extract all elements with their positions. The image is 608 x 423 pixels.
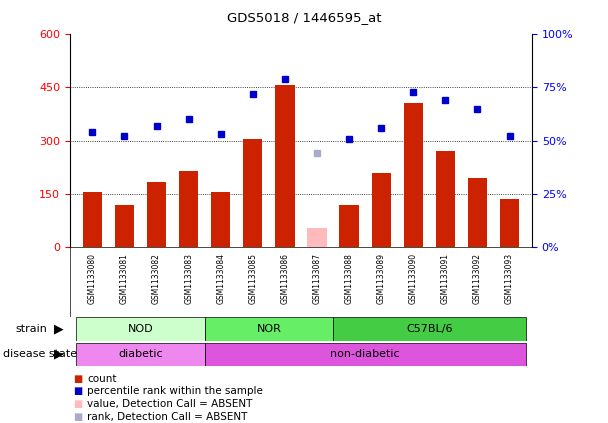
Text: non-diabetic: non-diabetic xyxy=(330,349,400,359)
Bar xyxy=(205,317,333,341)
Text: GSM1133083: GSM1133083 xyxy=(184,253,193,304)
Bar xyxy=(83,192,102,247)
Text: C57BL/6: C57BL/6 xyxy=(406,324,452,334)
Text: strain: strain xyxy=(15,324,47,334)
Text: ▶: ▶ xyxy=(54,322,64,335)
Text: GSM1133088: GSM1133088 xyxy=(345,253,354,304)
Text: GDS5018 / 1446595_at: GDS5018 / 1446595_at xyxy=(227,11,381,24)
Bar xyxy=(147,181,166,247)
Text: GSM1133085: GSM1133085 xyxy=(248,253,257,304)
Text: ■: ■ xyxy=(73,399,82,409)
Text: value, Detection Call = ABSENT: value, Detection Call = ABSENT xyxy=(87,399,252,409)
Text: diabetic: diabetic xyxy=(118,349,163,359)
Bar xyxy=(179,171,198,247)
Bar xyxy=(211,192,230,247)
Bar xyxy=(404,103,423,247)
Text: GSM1133092: GSM1133092 xyxy=(473,253,482,304)
Text: GSM1133080: GSM1133080 xyxy=(88,253,97,304)
Bar xyxy=(275,85,294,247)
Text: GSM1133089: GSM1133089 xyxy=(377,253,385,304)
Bar xyxy=(115,205,134,247)
Bar xyxy=(205,343,525,366)
Bar xyxy=(500,199,519,247)
Bar xyxy=(77,343,205,366)
Text: ■: ■ xyxy=(73,386,82,396)
Bar xyxy=(77,317,205,341)
Text: GSM1133082: GSM1133082 xyxy=(152,253,161,304)
Text: ▶: ▶ xyxy=(54,348,64,361)
Text: GSM1133081: GSM1133081 xyxy=(120,253,129,304)
Text: GSM1133091: GSM1133091 xyxy=(441,253,450,304)
Bar xyxy=(371,173,391,247)
Text: ■: ■ xyxy=(73,412,82,422)
Bar xyxy=(243,139,263,247)
Text: GSM1133087: GSM1133087 xyxy=(313,253,322,304)
Text: rank, Detection Call = ABSENT: rank, Detection Call = ABSENT xyxy=(87,412,247,422)
Text: percentile rank within the sample: percentile rank within the sample xyxy=(87,386,263,396)
Text: ■: ■ xyxy=(73,374,82,384)
Text: GSM1133093: GSM1133093 xyxy=(505,253,514,304)
Bar xyxy=(308,228,326,247)
Text: GSM1133084: GSM1133084 xyxy=(216,253,225,304)
Bar xyxy=(436,151,455,247)
Bar xyxy=(468,178,487,247)
Text: NOR: NOR xyxy=(257,324,282,334)
Bar xyxy=(333,317,525,341)
Bar xyxy=(339,205,359,247)
Text: disease state: disease state xyxy=(3,349,77,359)
Text: NOD: NOD xyxy=(128,324,153,334)
Text: GSM1133086: GSM1133086 xyxy=(280,253,289,304)
Text: count: count xyxy=(87,374,117,384)
Text: GSM1133090: GSM1133090 xyxy=(409,253,418,304)
